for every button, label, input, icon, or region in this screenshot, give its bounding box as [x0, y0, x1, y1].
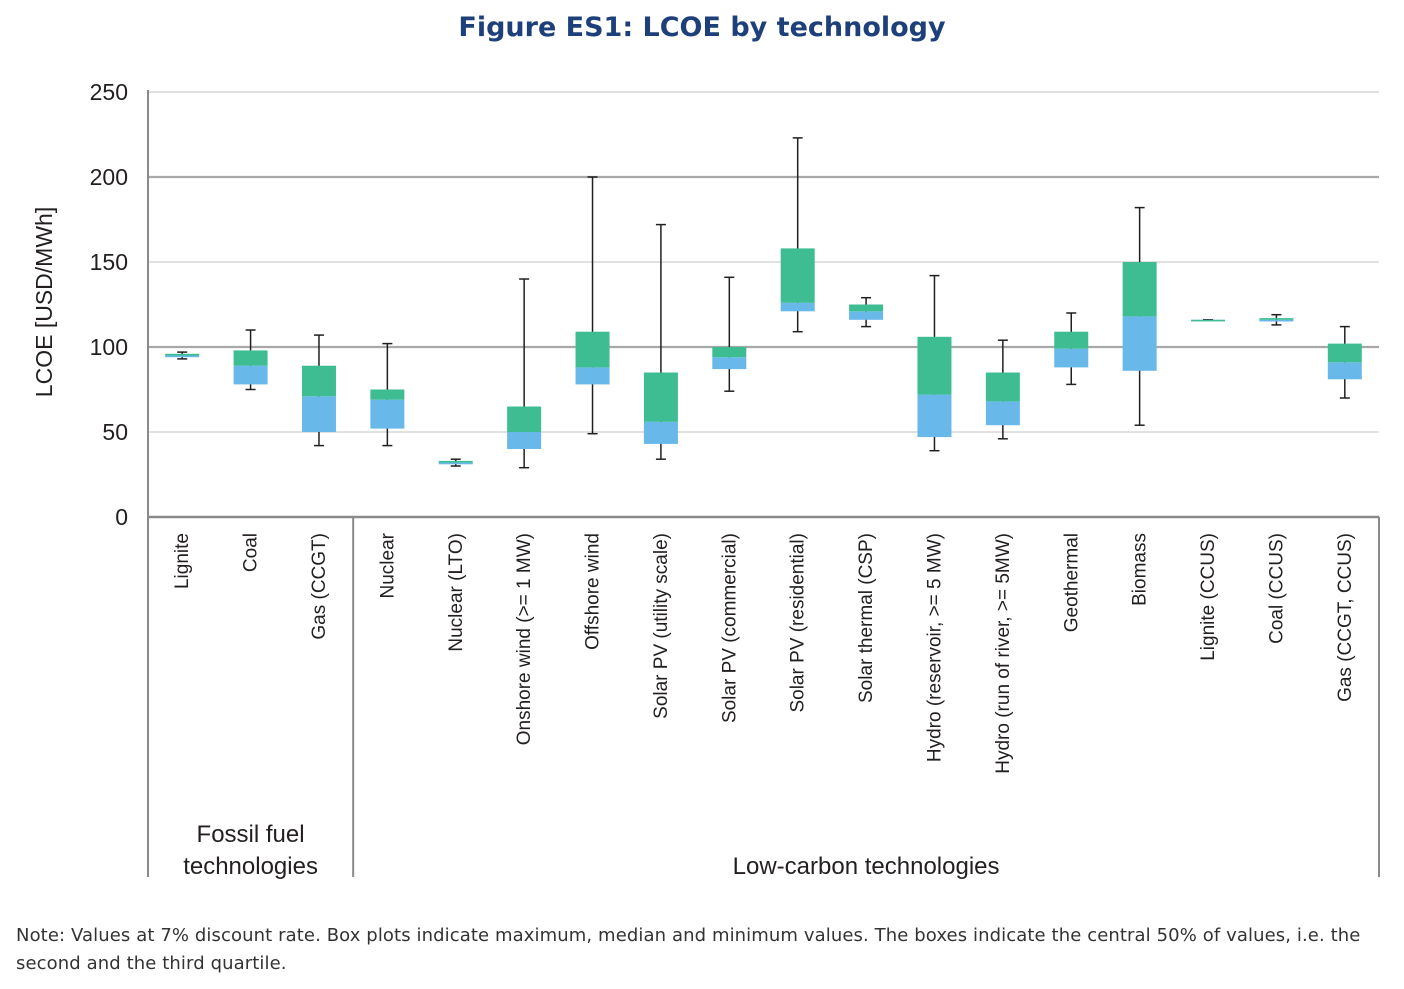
- box-lower-quartile: [233, 365, 268, 385]
- box-10: [849, 296, 884, 328]
- box-lower-quartile: [780, 302, 815, 312]
- category-label: Solar PV (utility scale): [651, 533, 672, 719]
- y-tick-label-100: 100: [90, 334, 128, 360]
- box-5: [507, 278, 542, 469]
- category-label: Hydro (reservoir, >= 5 MW): [924, 533, 945, 762]
- chart-title: Figure ES1: LCOE by technology: [458, 12, 946, 43]
- category-label: Lignite (CCUS): [1198, 533, 1219, 661]
- grid-layer: [148, 91, 1379, 433]
- box-lower-quartile: [301, 396, 336, 432]
- category-label: Offshore wind: [583, 533, 604, 650]
- box-15: [1191, 319, 1226, 322]
- category-label: Geothermal: [1061, 533, 1082, 632]
- box-lower-quartile: [575, 367, 610, 385]
- box-lower-quartile: [370, 399, 405, 429]
- box-lower-quartile: [712, 357, 747, 370]
- box-lower-quartile: [643, 421, 678, 444]
- box-11: [917, 274, 952, 452]
- group-label-line2-0: technologies: [183, 853, 318, 880]
- category-label: Biomass: [1130, 533, 1151, 606]
- box-9: [780, 137, 815, 333]
- box-upper-quartile: [165, 353, 200, 356]
- category-label: Hydro (run of river, >= 5MW): [993, 533, 1014, 774]
- footnote: Note: Values at 7% discount rate. Box pl…: [16, 925, 1361, 974]
- box-1: [233, 329, 268, 391]
- box-upper-quartile: [1259, 318, 1294, 320]
- category-label: Onshore wind (>= 1 MW): [514, 533, 535, 745]
- category-label: Lignite: [172, 533, 193, 589]
- category-label: Gas (CCGT, CCUS): [1335, 533, 1356, 702]
- y-axis-label: LCOE [USD/MWh]: [31, 207, 57, 397]
- box-upper-quartile: [301, 365, 336, 397]
- box-upper-quartile: [438, 460, 473, 463]
- category-label: Nuclear: [377, 532, 398, 598]
- box-lower-quartile: [1327, 362, 1362, 380]
- box-lower-quartile: [917, 394, 952, 438]
- box-13: [1054, 312, 1089, 386]
- group-label-line1-0: Fossil fuel: [197, 821, 305, 848]
- label-layer: 0 50 100 150 200 250 Fossil fuel technologies Lo…: [31, 79, 1356, 880]
- box-lower-quartile: [438, 462, 473, 465]
- box-8: [712, 276, 747, 392]
- category-label: Nuclear (LTO): [446, 533, 467, 652]
- box-lower-quartile: [985, 401, 1020, 426]
- category-label: Solar PV (commercial): [719, 533, 740, 723]
- box-upper-quartile: [1327, 343, 1362, 363]
- box-7: [643, 223, 678, 460]
- box-upper-quartile: [370, 389, 405, 400]
- box-16: [1259, 313, 1294, 326]
- category-label: Coal (CCUS): [1266, 533, 1287, 644]
- box-12: [985, 339, 1020, 440]
- axis-layer: [147, 90, 1380, 877]
- y-tick-label-150: 150: [90, 249, 128, 275]
- y-tick-label-0: 0: [115, 504, 128, 530]
- category-label: Solar PV (residential): [788, 533, 809, 713]
- group-label-1: Low-carbon technologies: [733, 853, 1000, 880]
- category-label: Solar thermal (CSP): [856, 533, 877, 703]
- box-upper-quartile: [985, 372, 1020, 402]
- box-lower-quartile: [1054, 348, 1089, 368]
- box-4: [438, 458, 473, 467]
- box-upper-quartile: [575, 331, 610, 368]
- box-6: [575, 176, 610, 435]
- box-14: [1122, 206, 1157, 426]
- box-upper-quartile: [1122, 262, 1157, 317]
- box-2: [301, 334, 336, 447]
- category-label: Coal: [241, 533, 262, 572]
- lcoe-box-plot: 0 50 100 150 200 250 Fossil fuel technologies Lo…: [31, 79, 1380, 880]
- box-lower-quartile: [1122, 316, 1157, 371]
- box-lower-quartile: [1259, 319, 1294, 322]
- box-upper-quartile: [643, 372, 678, 422]
- y-tick-label-200: 200: [90, 164, 128, 190]
- box-layer: [165, 137, 1362, 469]
- box-upper-quartile: [1054, 331, 1089, 349]
- box-3: [370, 342, 405, 447]
- box-lower-quartile: [507, 432, 542, 449]
- category-label: Gas (CCGT): [309, 533, 330, 640]
- box-upper-quartile: [849, 304, 884, 312]
- box-upper-quartile: [233, 350, 268, 366]
- box-upper-quartile: [917, 336, 952, 395]
- box-upper-quartile: [507, 406, 542, 432]
- box-upper-quartile: [1191, 319, 1226, 322]
- box-upper-quartile: [780, 248, 815, 303]
- box-upper-quartile: [712, 347, 747, 358]
- y-tick-label-50: 50: [102, 419, 128, 445]
- box-lower-quartile: [849, 311, 884, 320]
- y-tick-label-250: 250: [90, 79, 128, 105]
- box-17: [1327, 325, 1362, 399]
- box-0: [165, 351, 200, 360]
- box-lower-quartile: [165, 355, 200, 358]
